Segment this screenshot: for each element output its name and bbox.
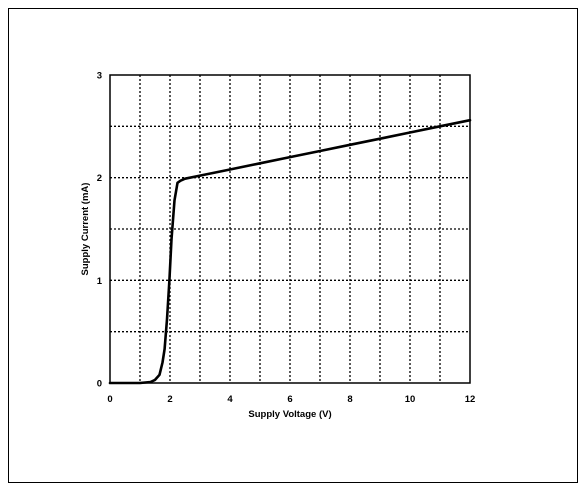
x-tick-label: 6 [287,394,292,405]
x-tick-label: 0 [107,394,112,405]
x-tick-label: 2 [167,394,172,405]
x-tick-label: 8 [347,394,352,405]
y-tick-label: 3 [97,71,102,82]
y-tick-label: 1 [97,276,103,287]
series-line [108,118,472,385]
x-tick-label: 4 [227,394,233,405]
grid [110,75,470,383]
plot-area-border [109,74,471,384]
y-axis-label: Supply Current (mA) [80,183,91,276]
y-tick-label: 0 [97,379,102,390]
x-tick-label: 10 [405,394,416,405]
plot-series [108,118,472,385]
x-axis-label: Supply Voltage (V) [248,409,331,420]
y-tick-label: 2 [97,173,102,184]
x-tick-label: 12 [465,394,476,405]
